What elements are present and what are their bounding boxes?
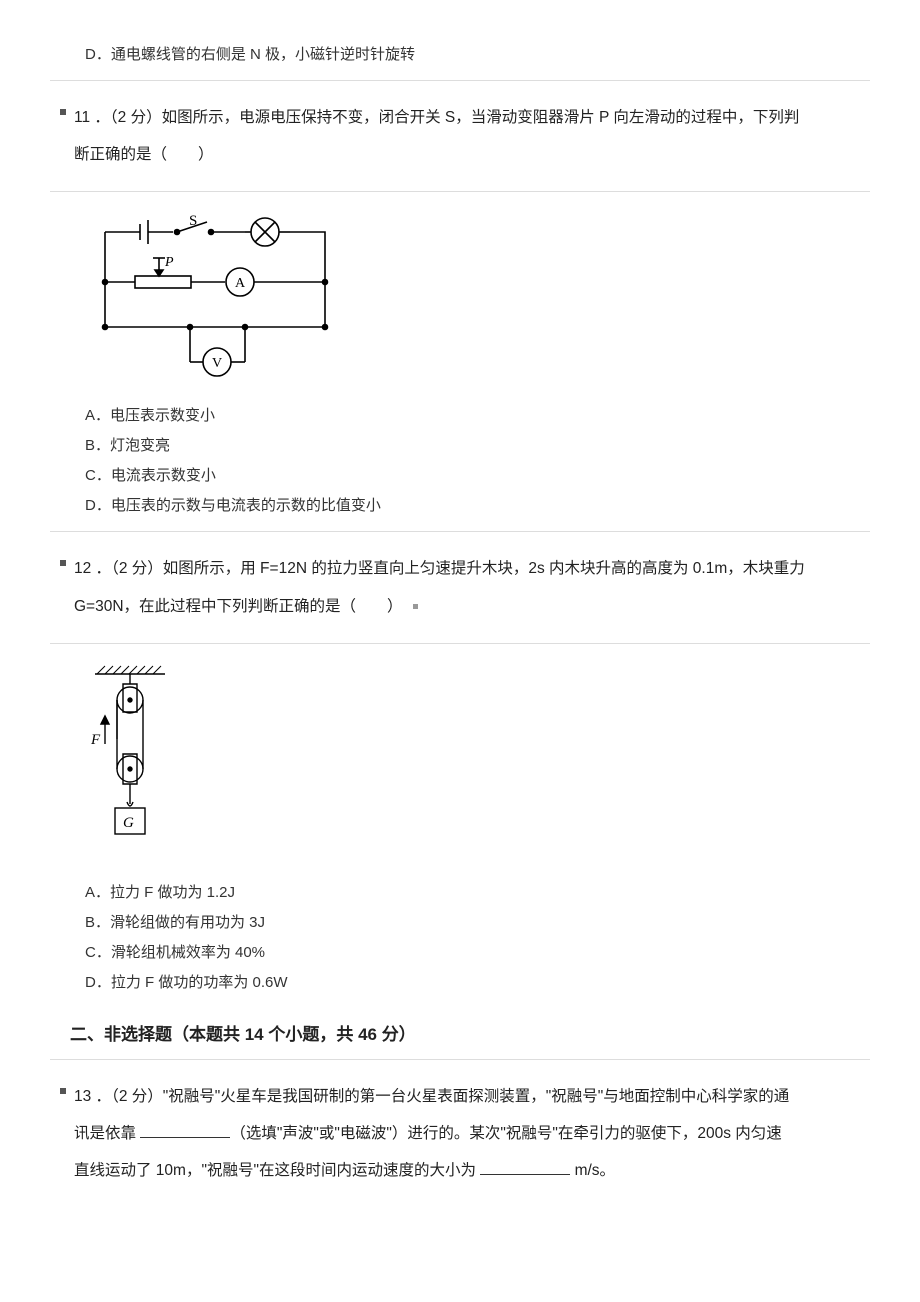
q12-option-c: C．滑轮组机械效率为 40%	[85, 938, 870, 968]
label-P: P	[164, 255, 174, 270]
q12-stem: 12 ．（2 分）如图所示，用 F=12N 的拉力竖直向上匀速提升木块，2s 内…	[74, 550, 860, 624]
q12-stem-line1: 如图所示，用 F=12N 的拉力竖直向上匀速提升木块，2s 内木块升高的高度为 …	[163, 560, 805, 577]
q12-pulley-figure: F G	[85, 664, 870, 864]
q13-line2b: （选填"声波"或"电磁波"）进行的。某次"祝融号"在牵引力的驱使下，200s 内…	[230, 1125, 781, 1142]
q11-option-c: C．电流表示数变小	[85, 461, 870, 491]
q11-stem-line1: 如图所示，电源电压保持不变，闭合开关 S，当滑动变阻器滑片 P 向左滑动的过程中…	[162, 109, 800, 126]
q13-points: （2 分）	[111, 1088, 163, 1105]
q12-number: 12 ．	[74, 560, 111, 577]
q12-option-b: B．滑轮组做的有用功为 3J	[85, 908, 870, 938]
q13-line2a: 讯是依靠	[74, 1125, 140, 1142]
q12-option-d: D．拉力 F 做功的功率为 0.6W	[85, 968, 870, 998]
q13-text: 13 ．（2 分）"祝融号"火星车是我国研制的第一台火星表面探测装置，"祝融号"…	[74, 1078, 860, 1190]
blank-2	[480, 1159, 570, 1176]
bullet-icon	[60, 560, 66, 566]
section-2-title: 二、非选择题（本题共 14 个小题，共 46 分）	[70, 1020, 870, 1045]
marker-icon	[413, 604, 418, 609]
label-S: S	[189, 213, 197, 229]
bullet-icon	[60, 109, 66, 115]
q13-line3b: m/s。	[570, 1162, 615, 1179]
label-G: G	[123, 815, 134, 831]
label-F: F	[90, 732, 101, 748]
q13-number: 13 ．	[74, 1088, 111, 1105]
q12-stem-line2: G=30N，在此过程中下列判断正确的是（ ）	[74, 598, 403, 615]
q11-option-a: A．电压表示数变小	[85, 401, 870, 431]
q11-points: （2 分）	[110, 109, 162, 126]
q11-number: 11 ．	[74, 109, 110, 126]
label-V: V	[212, 356, 222, 371]
q10-option-d: D．通电螺线管的右侧是 N 极，小磁针逆时针旋转	[85, 40, 870, 70]
q11-option-b: B．灯泡变亮	[85, 431, 870, 461]
q12-points: （2 分）	[111, 560, 163, 577]
blank-1	[140, 1121, 230, 1138]
q13-box: 13 ．（2 分）"祝融号"火星车是我国研制的第一台火星表面探测装置，"祝融号"…	[50, 1059, 870, 1208]
document-page: D．通电螺线管的右侧是 N 极，小磁针逆时针旋转 11 ．（2 分）如图所示，电…	[0, 0, 920, 1255]
q11-stem: 11 ．（2 分）如图所示，电源电压保持不变，闭合开关 S，当滑动变阻器滑片 P…	[74, 99, 860, 173]
q11-stem-line2: 断正确的是（ ）	[74, 146, 214, 163]
q12-stem-box: 12 ．（2 分）如图所示，用 F=12N 的拉力竖直向上匀速提升木块，2s 内…	[50, 531, 870, 643]
q11-stem-box: 11 ．（2 分）如图所示，电源电压保持不变，闭合开关 S，当滑动变阻器滑片 P…	[50, 80, 870, 192]
label-A: A	[235, 276, 246, 291]
q11-option-d: D．电压表的示数与电流表的示数的比值变小	[85, 491, 870, 521]
bullet-icon	[60, 1088, 66, 1094]
q11-circuit-figure: S P A V	[85, 212, 870, 387]
q13-line1: "祝融号"火星车是我国研制的第一台火星表面探测装置，"祝融号"与地面控制中心科学…	[163, 1088, 790, 1105]
q12-option-a: A．拉力 F 做功为 1.2J	[85, 878, 870, 908]
q13-line3a: 直线运动了 10m，"祝融号"在这段时间内运动速度的大小为	[74, 1162, 480, 1179]
